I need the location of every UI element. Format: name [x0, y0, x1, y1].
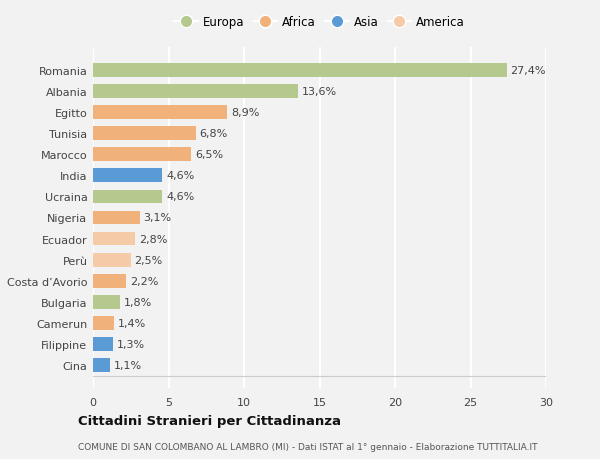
Text: 27,4%: 27,4% — [511, 66, 546, 75]
Text: 13,6%: 13,6% — [302, 87, 337, 96]
Bar — [93, 359, 110, 372]
Bar — [93, 106, 227, 119]
Text: 1,3%: 1,3% — [116, 340, 145, 349]
Bar — [93, 211, 140, 225]
Bar — [93, 296, 120, 309]
Text: 2,8%: 2,8% — [139, 234, 167, 244]
Legend: Europa, Africa, Asia, America: Europa, Africa, Asia, America — [172, 13, 467, 31]
Text: 1,8%: 1,8% — [124, 297, 152, 308]
Bar — [93, 169, 163, 183]
Text: 3,1%: 3,1% — [143, 213, 172, 223]
Bar — [93, 274, 126, 288]
Text: 1,1%: 1,1% — [113, 361, 142, 370]
Text: 2,2%: 2,2% — [130, 276, 158, 286]
Bar — [93, 85, 298, 98]
Text: 1,4%: 1,4% — [118, 319, 146, 328]
Bar — [93, 232, 135, 246]
Text: 6,8%: 6,8% — [199, 129, 228, 139]
Text: 8,9%: 8,9% — [231, 108, 260, 118]
Text: COMUNE DI SAN COLOMBANO AL LAMBRO (MI) - Dati ISTAT al 1° gennaio - Elaborazione: COMUNE DI SAN COLOMBANO AL LAMBRO (MI) -… — [78, 442, 538, 451]
Bar — [93, 148, 191, 162]
Text: 6,5%: 6,5% — [195, 150, 223, 160]
Text: 4,6%: 4,6% — [166, 171, 194, 181]
Bar — [93, 190, 163, 204]
Bar — [93, 338, 113, 351]
Bar — [93, 253, 131, 267]
Text: 2,5%: 2,5% — [134, 255, 163, 265]
Bar — [93, 127, 196, 140]
Text: 4,6%: 4,6% — [166, 192, 194, 202]
Text: Cittadini Stranieri per Cittadinanza: Cittadini Stranieri per Cittadinanza — [78, 414, 341, 428]
Bar — [93, 64, 507, 77]
Bar — [93, 317, 114, 330]
